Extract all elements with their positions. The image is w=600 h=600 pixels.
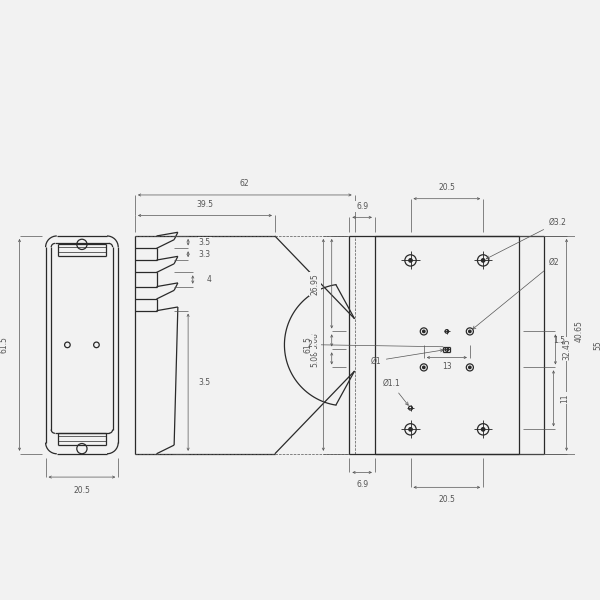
Text: 4: 4 — [207, 275, 212, 284]
Text: 55: 55 — [594, 340, 600, 350]
Circle shape — [409, 259, 412, 262]
Circle shape — [422, 330, 425, 332]
Text: 5.08: 5.08 — [310, 332, 319, 349]
Text: 40.65: 40.65 — [574, 320, 583, 342]
Text: 3.3: 3.3 — [199, 250, 211, 259]
Text: 26.95: 26.95 — [310, 273, 319, 295]
Circle shape — [481, 259, 485, 262]
Text: Ø1: Ø1 — [370, 349, 443, 365]
Text: 11: 11 — [560, 394, 569, 403]
Circle shape — [469, 330, 471, 332]
Circle shape — [481, 428, 485, 431]
Text: 3.5: 3.5 — [199, 378, 211, 387]
Text: 32.45: 32.45 — [562, 338, 571, 360]
Text: 61.5: 61.5 — [0, 337, 8, 353]
Text: 3.5: 3.5 — [199, 238, 211, 247]
Text: Ø3.2: Ø3.2 — [486, 218, 567, 259]
Text: 2: 2 — [308, 340, 313, 349]
Text: 6.9: 6.9 — [356, 480, 368, 489]
Circle shape — [409, 428, 412, 431]
Text: 13: 13 — [442, 362, 452, 371]
Circle shape — [422, 366, 425, 368]
Circle shape — [469, 366, 471, 368]
Text: 5.08: 5.08 — [310, 350, 319, 367]
Text: 61.5: 61.5 — [304, 337, 313, 353]
Text: 20.5: 20.5 — [73, 485, 91, 494]
Text: 62: 62 — [240, 179, 250, 188]
Text: 39.5: 39.5 — [196, 200, 214, 209]
Text: 20.5: 20.5 — [439, 495, 455, 504]
Text: 20.5: 20.5 — [439, 183, 455, 192]
Text: Ø2: Ø2 — [473, 258, 560, 329]
Text: 1.5: 1.5 — [554, 335, 566, 344]
Text: 6.9: 6.9 — [356, 202, 368, 211]
Text: Ø1.1: Ø1.1 — [382, 379, 409, 405]
